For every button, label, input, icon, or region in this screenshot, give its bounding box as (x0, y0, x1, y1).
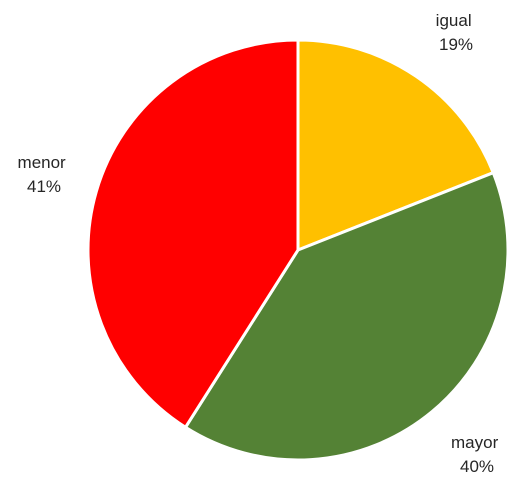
slice-name-igual: igual (436, 11, 472, 30)
pie-labels: igual 19% mayor 40% menor 41% (18, 11, 503, 476)
pie-slice-mayor (183, 171, 510, 462)
slice-name-menor: menor (18, 153, 67, 172)
slice-percent-menor: 41% (27, 177, 61, 196)
slice-label-menor: menor 41% (18, 153, 71, 196)
pie-slice-menor (86, 38, 300, 429)
pie-slices (86, 38, 510, 462)
slice-label-mayor: mayor 40% (451, 433, 503, 476)
slice-label-igual: igual 19% (436, 11, 477, 54)
slice-percent-mayor: 40% (460, 457, 494, 476)
slice-name-mayor: mayor (451, 433, 499, 452)
slice-percent-igual: 19% (439, 35, 473, 54)
pie-slice-igual (296, 38, 495, 252)
